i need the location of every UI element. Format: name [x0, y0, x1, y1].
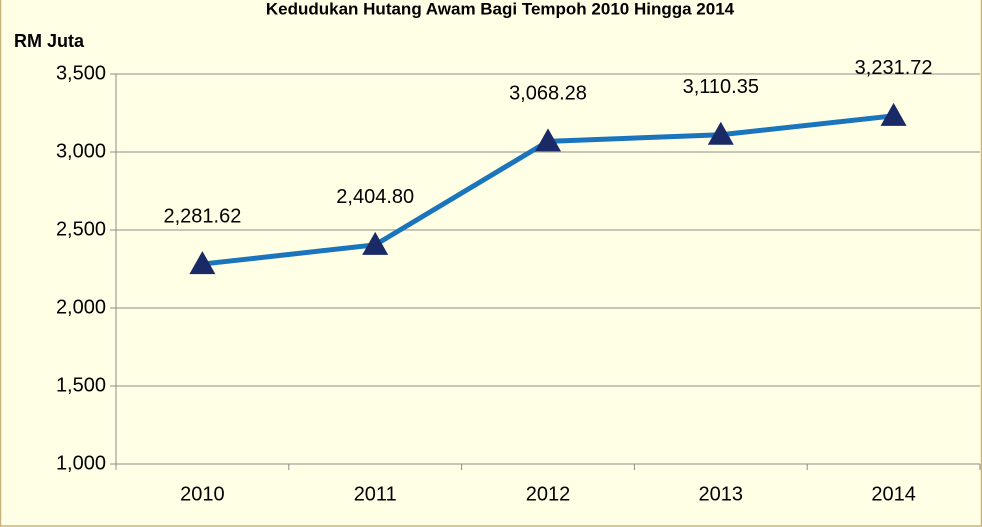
data-label: 3,110.35	[683, 76, 759, 98]
y-tick-label: 1,000	[56, 452, 106, 474]
y-tick-label: 2,000	[56, 296, 106, 318]
x-tick-label: 2010	[180, 483, 225, 505]
x-tick-label: 2014	[871, 483, 916, 505]
x-tick-label: 2013	[699, 483, 744, 505]
data-label: 3,068.28	[509, 83, 587, 105]
data-label: 2,404.80	[336, 186, 414, 208]
y-tick-label: 3,000	[56, 140, 106, 162]
marker	[880, 102, 907, 126]
data-label: 2,281.62	[163, 205, 241, 227]
x-tick-label: 2011	[354, 483, 397, 505]
x-tick-label: 2012	[526, 483, 571, 505]
chart-title: Kedudukan Hutang Awam Bagi Tempoh 2010 H…	[266, 0, 735, 18]
y-tick-label: 3,500	[56, 62, 106, 84]
y-tick-label: 2,500	[56, 218, 106, 240]
data-label: 3,231.72	[855, 57, 933, 79]
y-axis-label: RM Juta	[14, 31, 85, 51]
marker	[189, 251, 216, 275]
marker	[362, 231, 389, 255]
marker	[535, 128, 561, 152]
y-tick-label: 1,500	[56, 374, 106, 396]
marker	[707, 121, 734, 145]
